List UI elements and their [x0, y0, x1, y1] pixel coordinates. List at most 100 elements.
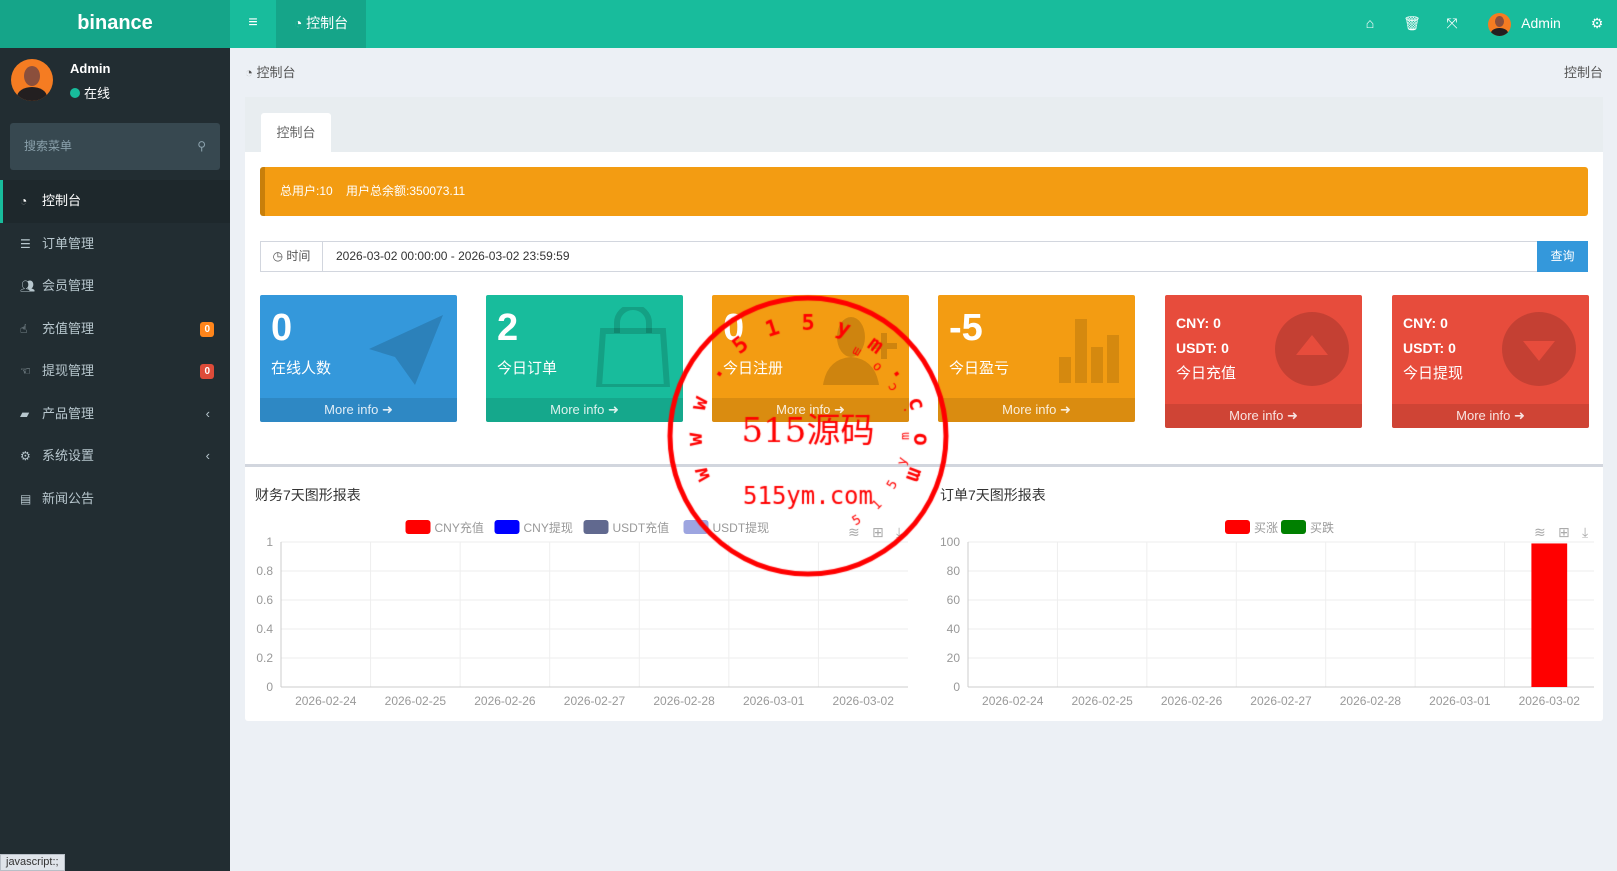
y-tick-label: 0	[953, 680, 960, 694]
legend-label: USDT提现	[713, 520, 770, 535]
stat-label: 今日注册	[723, 360, 784, 377]
legend-swatch	[494, 520, 520, 534]
stat-label: 在线人数	[271, 360, 332, 377]
dashboard-icon: ◔	[245, 65, 257, 80]
user-avatar	[11, 59, 53, 101]
panel-tabs: 控制台	[245, 97, 1603, 152]
y-tick-label: 0.6	[256, 593, 273, 607]
arrow-up-circle-icon	[1275, 312, 1349, 386]
stat-box-registrations: 0 今日注册 More info ➜	[712, 295, 909, 422]
logo[interactable]: binance	[0, 0, 230, 48]
legend-label: CNY充值	[435, 520, 484, 535]
finance-chart-title: 财务7天图形报表	[255, 487, 361, 503]
x-tick-label: 2026-02-26	[1161, 694, 1223, 708]
y-tick-label: 60	[947, 593, 961, 607]
stat-value: 0	[723, 307, 745, 349]
x-tick-label: 2026-02-27	[1250, 694, 1312, 708]
search-menu-input[interactable]: 搜索菜单 ⚲	[10, 123, 220, 170]
sidebar-item-withdraw[interactable]: ☜ 提现管理 0	[0, 350, 230, 393]
y-tick-label: 1	[266, 535, 273, 549]
more-info-link[interactable]: More info ➜	[1165, 404, 1362, 428]
list-icon: ☰	[20, 236, 31, 251]
sidebar-item-dashboard[interactable]: ◔ 控制台	[0, 180, 230, 223]
legend-swatch	[405, 520, 431, 534]
more-info-link[interactable]: More info ➜	[712, 398, 909, 422]
stat-box-withdraw: CNY: 0 USDT: 0 今日提现 More info ➜	[1392, 295, 1589, 428]
y-tick-label: 0.4	[256, 622, 273, 636]
more-info-link[interactable]: More info ➜	[1392, 404, 1589, 428]
time-range-input[interactable]: 2026-03-02 00:00:00 - 2026-03-02 23:59:5…	[336, 249, 570, 263]
legend-swatch	[583, 520, 609, 534]
x-tick-label: 2026-02-28	[1340, 694, 1402, 708]
dashboard-panel: 控制台 总用户:10 用户总余额:350073.11 ◷ 时间 2026-03-…	[245, 97, 1603, 721]
x-tick-label: 2026-02-28	[653, 694, 715, 708]
y-tick-label: 0	[266, 680, 273, 694]
legend-label: USDT充值	[613, 520, 670, 535]
x-tick-label: 2026-02-25	[385, 694, 447, 708]
stat-label: 今日订单	[497, 360, 558, 377]
hand-pointer-icon: ☜	[20, 364, 31, 378]
time-label: ◷ 时间	[261, 242, 323, 271]
layers-icon: ≋	[848, 524, 860, 540]
grid-icon: ⊞	[1558, 524, 1570, 540]
cogs-icon[interactable]: ⚙	[1590, 15, 1604, 31]
time-filter: ◷ 时间 2026-03-02 00:00:00 - 2026-03-02 23…	[260, 241, 1588, 272]
stat-lines: CNY: 0 USDT: 0 今日提现	[1403, 315, 1464, 382]
clock-icon: ◷	[272, 249, 287, 263]
download-icon: ⤓	[1582, 524, 1588, 540]
top-navbar: binance ≡ ◔ 控制台 ⌂ 🗑︎ ⤧ Admin ⚙	[0, 0, 1617, 48]
stat-value: -5	[949, 307, 983, 349]
home-icon[interactable]: ⌂	[1365, 15, 1375, 31]
withdraw-badge: 0	[200, 364, 214, 379]
x-tick-label: 2026-02-27	[564, 694, 626, 708]
shopping-bag-icon: ▰	[20, 406, 30, 421]
stat-box-orders: 2 今日订单 More info ➜	[486, 295, 683, 422]
sidebar-item-members[interactable]: 👥︎ 会员管理	[0, 265, 230, 308]
x-tick-label: 2026-02-24	[295, 694, 357, 708]
sidebar: Admin 在线 搜索菜单 ⚲ ◔ 控制台 ☰ 订单管理 👥︎ 会员管理 ☝ 充值管理 0 …	[0, 48, 230, 871]
legend-label: 买涨	[1254, 520, 1278, 535]
stat-value: 2	[497, 307, 519, 349]
x-tick-label: 2026-03-02	[1519, 694, 1581, 708]
bar-chart-icon	[1059, 319, 1119, 383]
arrow-down-circle-icon	[1502, 312, 1576, 386]
stat-label: 今日盈亏	[949, 360, 1010, 377]
sidebar-toggle-button[interactable]: ≡	[248, 14, 258, 31]
user-name: Admin	[70, 61, 111, 76]
user-menu[interactable]: Admin	[1521, 15, 1561, 31]
fullscreen-icon[interactable]: ⤧	[1446, 15, 1458, 31]
y-tick-label: 100	[940, 535, 960, 549]
stat-box-online: 0 在线人数 More info ➜	[260, 295, 457, 422]
x-tick-label: 2026-02-26	[474, 694, 536, 708]
sidebar-item-news[interactable]: ▤ 新闻公告	[0, 478, 230, 521]
sidebar-item-settings[interactable]: ⚙ 系统设置 ‹	[0, 435, 230, 478]
legend-swatch	[1281, 520, 1306, 534]
more-info-link[interactable]: More info ➜	[260, 398, 457, 422]
download-icon: ⤓	[896, 524, 902, 540]
dashboard-icon: ◔	[20, 194, 28, 208]
sidebar-item-orders[interactable]: ☰ 订单管理	[0, 223, 230, 266]
legend-swatch	[683, 520, 709, 534]
y-tick-label: 0.2	[256, 651, 273, 665]
tab-dashboard[interactable]: ◔ 控制台	[276, 0, 366, 48]
trash-icon[interactable]: 🗑︎	[1403, 15, 1421, 31]
user-status: 在线	[70, 83, 110, 102]
more-info-link[interactable]: More info ➜	[486, 398, 683, 422]
legend-label: 买跌	[1310, 520, 1334, 535]
orders-chart: 0 20 40 60 80 100 2026-02-24 2026-02-25 2026-02-…	[940, 520, 1594, 708]
search-icon[interactable]: ⚲	[197, 139, 206, 153]
y-tick-label: 0.8	[256, 564, 273, 578]
tab-dashboard[interactable]: 控制台	[261, 113, 331, 152]
more-info-link[interactable]: More info ➜	[938, 398, 1135, 422]
paper-plane-icon	[369, 315, 443, 385]
breadcrumb-right: 控制台	[1563, 65, 1603, 80]
newspaper-icon: ▤	[20, 491, 32, 506]
sidebar-item-recharge[interactable]: ☝ 充值管理 0	[0, 308, 230, 351]
stat-value: 0	[271, 307, 293, 349]
sidebar-item-products[interactable]: ▰ 产品管理 ‹	[0, 393, 230, 436]
users-icon: 👥︎	[20, 279, 36, 293]
grid-icon: ⊞	[872, 524, 884, 540]
recharge-badge: 0	[200, 321, 214, 337]
avatar[interactable]	[1488, 13, 1511, 36]
query-button[interactable]: 查询	[1537, 241, 1588, 272]
